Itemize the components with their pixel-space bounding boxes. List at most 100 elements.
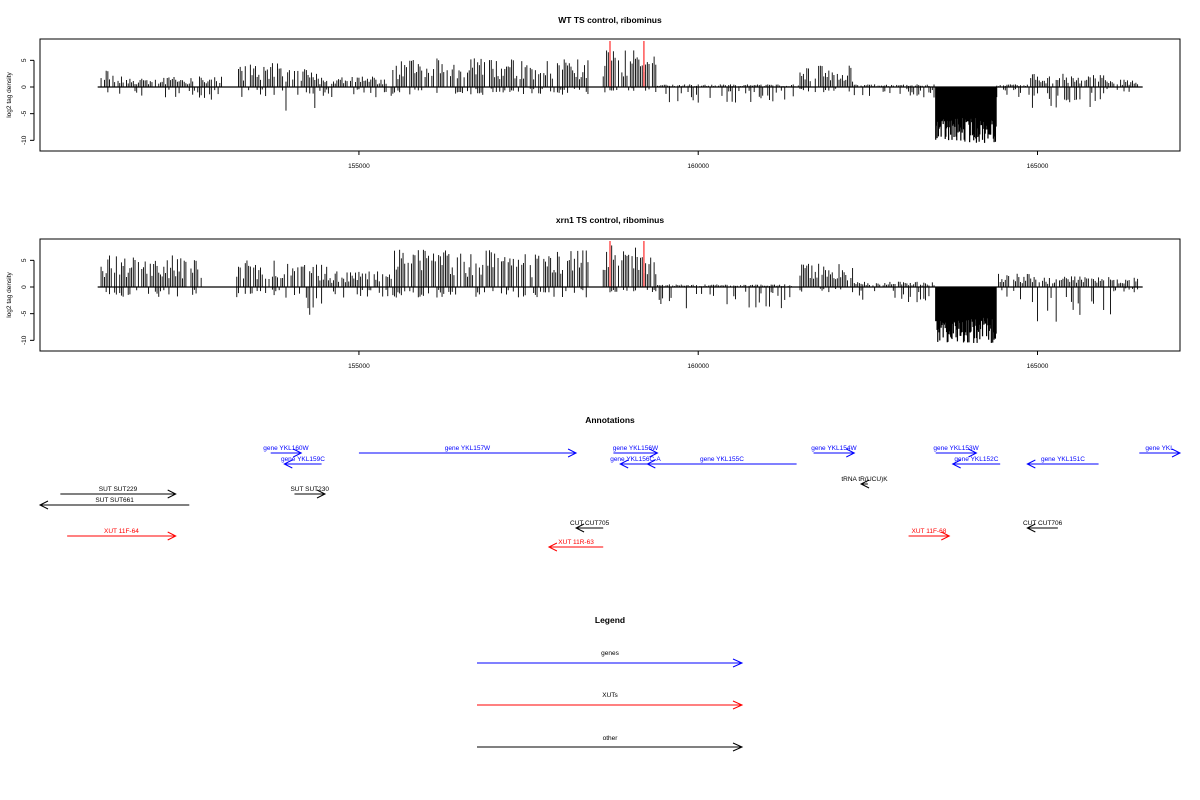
annotation-feature: gene YKL152C — [951, 456, 1001, 469]
feature-arrowhead — [1026, 523, 1036, 533]
legend-xuts-label: XUTs — [602, 692, 618, 699]
feature-arrowhead — [293, 448, 303, 458]
x-tick-label: 165000 — [1027, 163, 1049, 170]
feature-label: gene YKL160W — [263, 445, 309, 452]
legend-item-xuts: XUTs — [477, 692, 744, 710]
annotation-feature: gene YKL155C — [646, 456, 797, 469]
annotation-feature: gene YKL156W — [613, 445, 659, 458]
feature-label: gene YKL156W — [613, 445, 659, 452]
annotation-feature: SUT SUT661 — [38, 497, 190, 510]
feature-arrowhead — [968, 448, 978, 458]
x-tick-label: 155000 — [348, 163, 370, 170]
legend-xuts-arrowhead — [732, 700, 744, 710]
y-tick-label: 0 — [21, 85, 28, 89]
feature-arrowhead — [649, 448, 659, 458]
feature-arrowhead — [567, 448, 578, 458]
annotation-feature: XUT 11R-63 — [547, 539, 604, 552]
x-tick-label: 160000 — [687, 163, 709, 170]
annotation-features: gene YKL160W gene YKL159C gene YKL157W gene… — [38, 445, 1182, 552]
feature-arrowhead — [619, 459, 629, 469]
feature-label: gene YKL152C — [954, 456, 998, 463]
annotation-feature: tRNA tR(UCU)K — [841, 476, 888, 489]
feature-label: gene YKL155C — [700, 456, 744, 463]
annotation-feature: gene YKL159C — [281, 456, 325, 469]
annotation-feature: gene YKL — [1139, 445, 1182, 458]
wt-plot-frame — [39, 38, 1181, 152]
y-tick-label: 5 — [21, 58, 28, 62]
feature-label: gene YKL157W — [445, 445, 491, 452]
legend-genes-arrowhead — [732, 658, 744, 668]
legend-title: Legend — [595, 615, 625, 625]
feature-label: SUT SUT230 — [290, 486, 329, 493]
feature-label: XUT 11F-64 — [104, 528, 139, 535]
feature-label: CUT CUT705 — [570, 520, 610, 527]
annotation-feature: gene YKL160W — [263, 445, 310, 458]
xrn1-y-axis: 5 0 -5 -10 — [21, 258, 35, 345]
legend-other-label: other — [603, 735, 619, 742]
legend-genes-label: genes — [601, 650, 619, 657]
annotation-feature: XUT 11F-68 — [908, 528, 951, 541]
xrn1-x-axis: 155000 160000 165000 — [348, 351, 1049, 370]
feature-arrowhead — [951, 459, 961, 469]
y-tick-label: -5 — [21, 310, 28, 316]
feature-arrowhead — [1026, 459, 1036, 469]
annotation-feature: gene YKL153W — [933, 445, 980, 458]
legend-item-other: other — [477, 735, 744, 752]
legend-item-genes: genes — [477, 650, 744, 668]
annotation-feature: XUT 11F-64 — [67, 528, 177, 541]
xrn1-track-title: xrn1 TS control, ribominus — [556, 215, 664, 225]
annotation-feature: gene YKL151C — [1026, 456, 1099, 469]
feature-label: gene YKL — [1145, 445, 1174, 452]
feature-label: tRNA tR(UCU)K — [841, 476, 888, 483]
x-tick-label: 155000 — [348, 363, 370, 370]
xrn1-track-panel: xrn1 TS control, ribominus log2 tag dens… — [6, 215, 1181, 370]
wt-track-title: WT TS control, ribominus — [558, 15, 662, 25]
feature-label: XUT 11F-68 — [912, 528, 947, 535]
feature-arrowhead — [167, 489, 177, 499]
feature-label: SUT SUT661 — [95, 497, 134, 504]
wt-marker-lines — [609, 41, 645, 87]
annotation-feature: SUT SUT229 — [60, 486, 177, 499]
feature-arrowhead — [574, 523, 585, 533]
wt-track-panel: WT TS control, ribominus log2 tag densit… — [6, 15, 1181, 170]
feature-label: SUT SUT229 — [99, 486, 138, 493]
x-tick-label: 165000 — [1027, 363, 1049, 370]
x-tick-label: 160000 — [687, 363, 709, 370]
feature-arrowhead — [941, 531, 951, 541]
feature-arrowhead — [167, 531, 177, 541]
wt-y-axis-label: log2 tag density — [6, 71, 13, 117]
feature-label: gene YKL153W — [933, 445, 979, 452]
wt-coverage-bars — [100, 50, 1139, 143]
feature-arrowhead — [547, 542, 558, 552]
annotation-feature: CUT CUT706 — [1023, 520, 1063, 533]
xrn1-marker-lines — [609, 241, 645, 287]
feature-arrowhead — [283, 459, 293, 469]
y-tick-label: -5 — [21, 110, 28, 116]
feature-arrowhead — [646, 459, 656, 469]
feature-arrowhead — [316, 489, 327, 499]
feature-label: gene YKL159C — [281, 456, 325, 463]
xrn1-y-axis-label: log2 tag density — [6, 271, 13, 317]
annotation-feature: CUT CUT705 — [570, 520, 610, 533]
feature-arrowhead — [38, 500, 49, 510]
annotations-title: Annotations — [585, 415, 635, 425]
legend-other-arrowhead — [732, 742, 744, 752]
y-tick-label: -10 — [21, 135, 28, 145]
y-tick-label: -10 — [21, 335, 28, 345]
xrn1-plot-frame — [39, 238, 1181, 352]
annotation-feature: SUT SUT230 — [290, 486, 329, 499]
feature-arrowhead — [859, 479, 870, 489]
feature-label: XUT 11R-63 — [558, 539, 594, 546]
annotation-feature: gene YKL156C-A — [610, 456, 661, 469]
feature-arrowhead — [1171, 448, 1182, 458]
legend-panel: Legend genes XUTs other — [477, 615, 744, 752]
feature-arrowhead — [846, 448, 856, 458]
feature-label: gene YKL151C — [1041, 456, 1085, 463]
feature-label: gene YKL154W — [811, 445, 857, 452]
annotation-feature: gene YKL154W — [811, 445, 857, 458]
y-tick-label: 0 — [21, 285, 28, 289]
wt-x-axis: 155000 160000 165000 — [348, 151, 1049, 170]
wt-y-axis: 5 0 -5 -10 — [21, 58, 35, 145]
